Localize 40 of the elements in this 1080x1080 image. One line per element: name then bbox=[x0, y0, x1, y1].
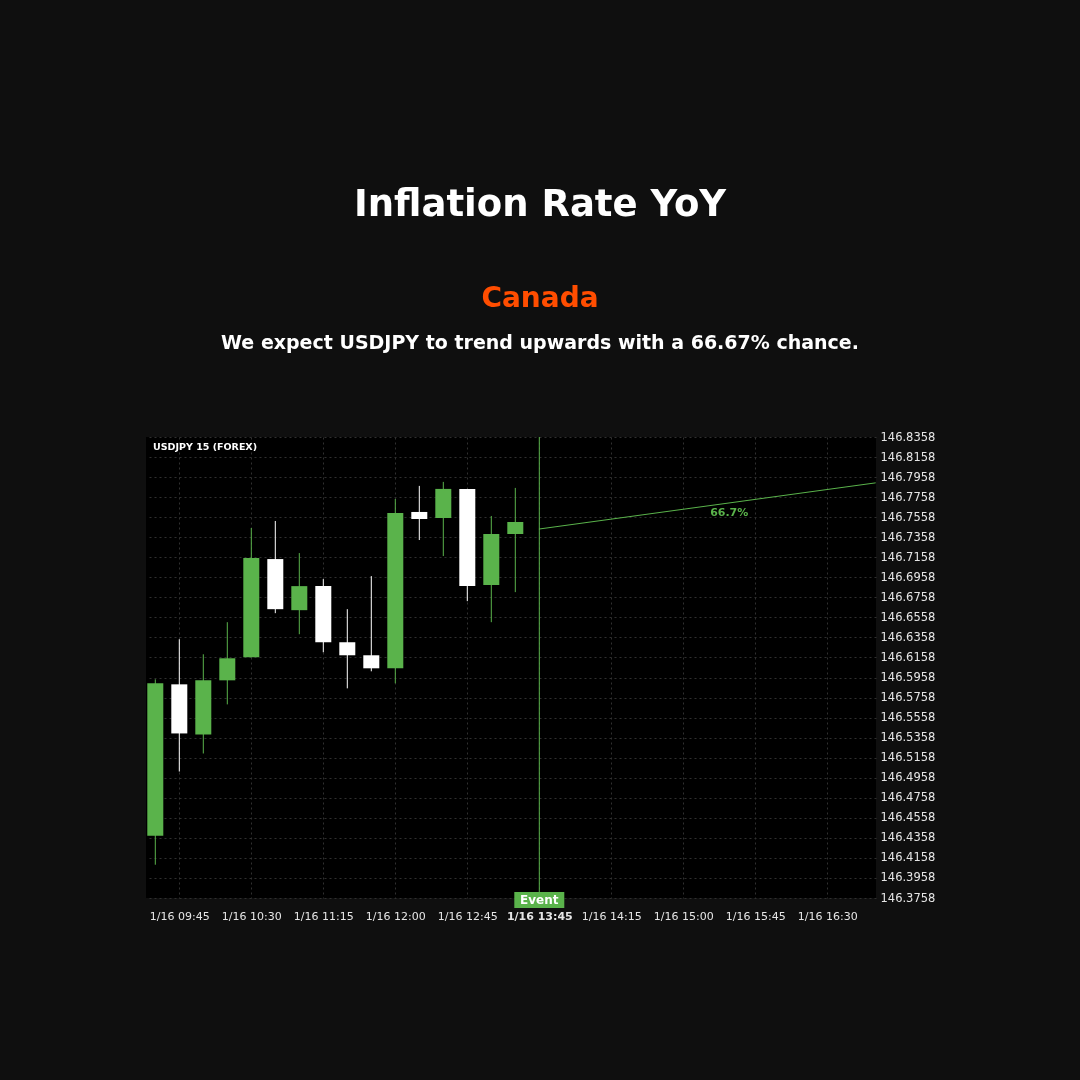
y-tick-label: 146.4158 bbox=[880, 850, 936, 865]
x-tick-label: 1/16 09:45 bbox=[149, 909, 210, 923]
y-tick-label: 146.6558 bbox=[880, 609, 936, 624]
x-tick-label: 1/16 15:00 bbox=[653, 909, 714, 923]
y-tick-label: 146.6358 bbox=[880, 629, 936, 644]
annotation: USDJPY 15 (FOREX) bbox=[153, 441, 258, 452]
annotation: 66.7% bbox=[710, 505, 749, 519]
x-tick-label: 1/16 11:15 bbox=[293, 909, 354, 923]
y-tick-label: 146.5558 bbox=[880, 710, 936, 725]
y-tick-label: 146.4958 bbox=[880, 770, 936, 785]
y-tick-label: 146.6158 bbox=[880, 649, 936, 664]
y-tick-label: 146.8358 bbox=[880, 429, 936, 444]
text: We expect USDJPY to trend upwards with a 66.67% chance. bbox=[221, 331, 859, 353]
x-tick-label: 1/16 12:00 bbox=[365, 909, 426, 923]
y-tick-label: 146.7558 bbox=[880, 509, 936, 524]
y-tick-label: 146.6958 bbox=[880, 569, 936, 584]
x-tick-label: 1/16 16:30 bbox=[797, 909, 858, 923]
y-tick-label: 146.3958 bbox=[880, 870, 936, 885]
x-tick-label: 1/16 15:45 bbox=[725, 909, 786, 923]
y-tick-label: 146.7958 bbox=[880, 469, 936, 484]
ref-line-label: Event bbox=[520, 893, 559, 907]
y-tick-label: 146.8158 bbox=[880, 449, 936, 464]
y-tick-label: 146.5358 bbox=[880, 730, 936, 745]
y-tick-label: 146.7158 bbox=[880, 549, 936, 564]
chart-title: Inflation Rate YoY bbox=[353, 182, 728, 225]
y-tick-label: 146.4758 bbox=[880, 790, 936, 805]
y-tick-label: 146.5158 bbox=[880, 750, 936, 765]
y-tick-label: 146.6758 bbox=[880, 589, 936, 604]
x-tick-label: 1/16 12:45 bbox=[437, 909, 498, 923]
y-tick-label: 146.4358 bbox=[880, 830, 936, 845]
y-tick-label: 146.4558 bbox=[880, 810, 936, 825]
y-tick-label: 146.3758 bbox=[880, 890, 936, 905]
y-tick-label: 146.7758 bbox=[880, 489, 936, 504]
y-tick-label: 146.5758 bbox=[880, 690, 936, 705]
x-tick-label: 1/16 13:45 bbox=[506, 909, 573, 923]
chart-subtitle: Canada bbox=[481, 281, 599, 314]
x-tick-label: 1/16 14:15 bbox=[581, 909, 642, 923]
y-tick-label: 146.7358 bbox=[880, 529, 936, 544]
y-tick-label: 146.5958 bbox=[880, 670, 936, 685]
x-tick-label: 1/16 10:30 bbox=[221, 909, 282, 923]
